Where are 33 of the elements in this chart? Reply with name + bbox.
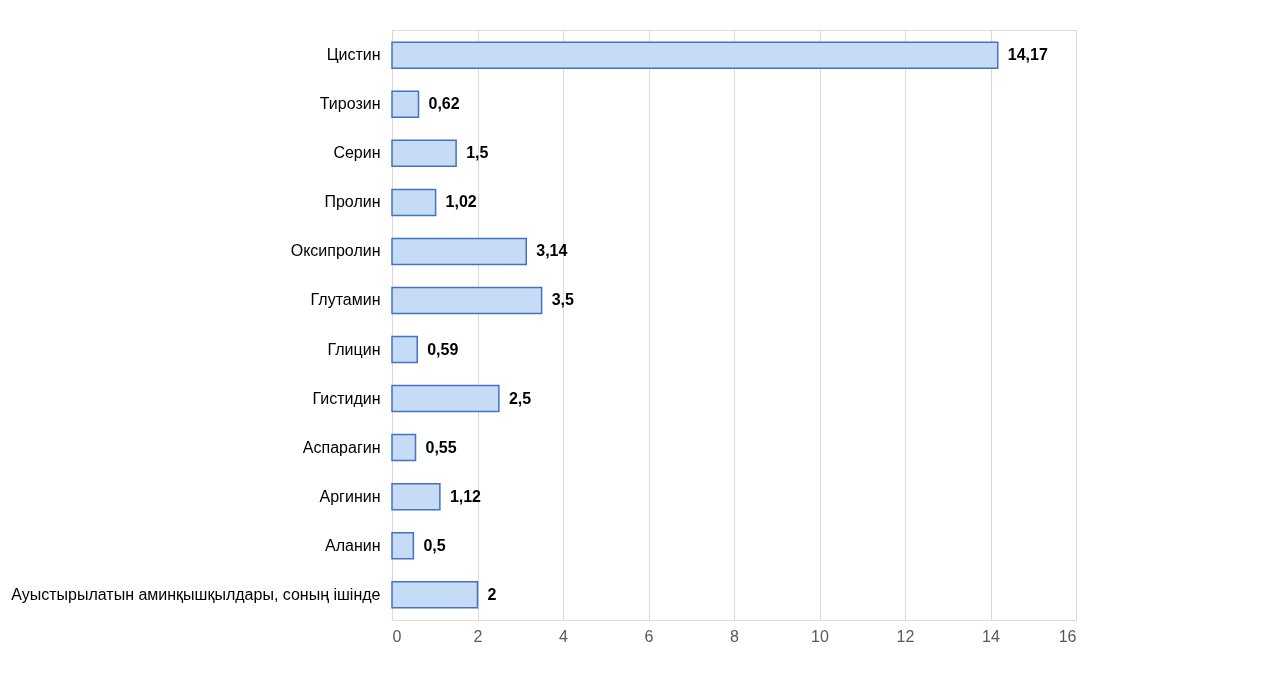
- data-label: 2: [487, 585, 497, 603]
- data-label: 0,62: [428, 95, 460, 113]
- y-tick-label: Глицин: [327, 340, 381, 358]
- data-label: 0,5: [423, 536, 446, 554]
- x-tick-label: 16: [1058, 627, 1077, 645]
- x-tick-label: 14: [982, 627, 1000, 645]
- data-label: 1,12: [449, 487, 482, 505]
- data-label: 1,5: [466, 144, 489, 162]
- y-tick-label: Цистин: [326, 46, 381, 64]
- data-label: 0,55: [425, 438, 457, 456]
- y-tick-label: Аланин: [324, 536, 381, 554]
- y-tick-label: Глутамин: [310, 291, 381, 309]
- data-label: 0,59: [427, 340, 459, 358]
- data-label: 3,5: [551, 291, 574, 309]
- x-tick-label: 4: [559, 627, 569, 645]
- data-label: 2,5: [508, 389, 532, 407]
- x-tick-label: 6: [644, 627, 654, 645]
- y-tick-label: Серин: [333, 144, 381, 162]
- data-label: 14,17: [1007, 46, 1048, 64]
- y-tick-label: Тирозин: [319, 95, 381, 113]
- x-tick-label: 8: [730, 627, 740, 645]
- x-tick-label: 0: [392, 627, 402, 645]
- data-label: 1,02: [445, 193, 477, 211]
- y-tick-label: Пролин: [324, 193, 381, 211]
- y-tick-label: Гистидин: [312, 389, 381, 407]
- data-label: 3,14: [536, 242, 568, 260]
- x-tick-label: 10: [811, 627, 829, 645]
- y-tick-label: Оксипролин: [290, 242, 381, 260]
- x-tick-label: 12: [896, 627, 915, 645]
- x-tick-label: 2: [473, 627, 483, 645]
- y-tick-label: Аргинин: [319, 487, 381, 505]
- y-tick-label: Ауыстырылатын аминқышқылдары, соның ішінде: [11, 585, 381, 603]
- y-tick-label: Аспарагин: [302, 438, 381, 456]
